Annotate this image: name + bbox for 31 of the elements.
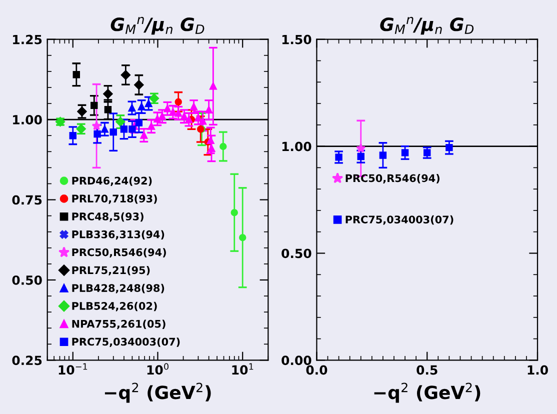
x-tick-label: 1.0 <box>528 365 548 375</box>
x-axis-title: −q$^{2}$ (GeV$^{2}$) <box>374 382 480 403</box>
y-tick-label: 0.75 <box>12 195 42 205</box>
legend-label: PRD46,24(92) <box>72 176 152 186</box>
legend-label: PLB524,26(02) <box>72 302 157 312</box>
y-tick-label: 0.00 <box>282 356 312 366</box>
x-tick-label: 0.5 <box>416 365 438 375</box>
legend-label: PRC75,034003(07) <box>72 338 180 347</box>
legend-label: PRL75,21(95) <box>72 266 150 276</box>
legend-label: NPA755,261(05) <box>72 320 166 330</box>
x-tick-label: 10$^{−1}$ <box>58 363 88 375</box>
y-tick-label: 0.50 <box>282 248 312 258</box>
y-tick-label: 1.50 <box>282 34 312 44</box>
legend-label: PLB428,248(98) <box>72 284 164 294</box>
y-tick-label: 0.25 <box>12 356 42 366</box>
y-tick-label: 0.50 <box>12 275 42 285</box>
x-tick-label: 0.0 <box>306 365 328 375</box>
x-tick-label: 10$^{1}$ <box>232 363 254 375</box>
legend-label: PRL70,718(93) <box>72 194 157 204</box>
legend-label: PRC75,034003(07) <box>346 215 454 225</box>
legend-label: PLB336,313(94) <box>72 230 164 240</box>
chart-title: G$_{M}$$^{n}$/μ$_{n}$ G$_{D}$ <box>380 16 474 35</box>
y-tick-label: 1.00 <box>282 142 312 152</box>
x-tick-label: 10$^{0}$ <box>147 363 168 375</box>
legend-label: PRC50,R546(94) <box>72 248 166 258</box>
legend-label: PRC48,5(93) <box>72 212 144 222</box>
x-axis-title: −q$^{2}$ (GeV$^{2}$) <box>104 382 211 403</box>
chart-title: G$_{M}$$^{n}$/μ$_{n}$ G$_{D}$ <box>110 16 204 35</box>
y-tick-label: 1.00 <box>13 115 42 124</box>
legend-label: PRC50,R546(94) <box>346 174 440 184</box>
y-tick-label: 1.25 <box>13 34 42 44</box>
